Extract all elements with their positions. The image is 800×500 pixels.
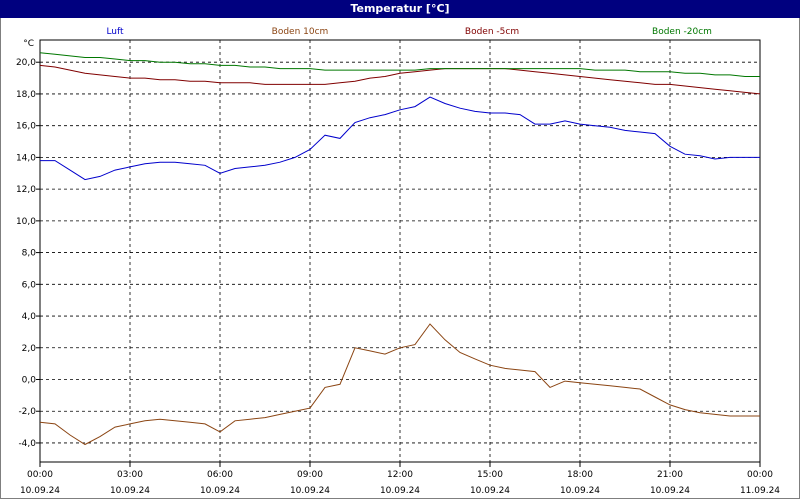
x-tick-date: 10.09.24 [110, 486, 150, 496]
legend-item: Luft [106, 27, 124, 37]
legend-item: Boden 10cm [272, 27, 329, 37]
y-tick-label: 6,0 [22, 280, 37, 290]
x-tick-time: 21:00 [657, 470, 683, 480]
y-tick-label: 10,0 [16, 217, 36, 227]
y-tick-label: 12,0 [16, 185, 36, 195]
y-tick-label: 2,0 [22, 344, 37, 354]
y-tick-label: -4,0 [18, 439, 36, 449]
x-tick-time: 00:00 [747, 470, 773, 480]
series-line [39, 52, 760, 77]
axes: °C 20,0 18,0 16,0 14,0 12,0 10,0 8,0 6,0 4,0 2,0 0,… [16, 39, 780, 496]
legend-item: Boden -20cm [652, 27, 712, 37]
x-tick-time: 06:00 [207, 470, 233, 480]
x-tick-date: 10.09.24 [560, 486, 600, 496]
y-tick-label: 0,0 [22, 376, 37, 386]
y-tick-label: 16,0 [16, 122, 36, 132]
x-tick-time: 18:00 [567, 470, 593, 480]
x-tick-time: 03:00 [117, 470, 143, 480]
y-tick-label: 18,0 [16, 90, 36, 100]
y-tick-label: -2,0 [18, 407, 36, 417]
x-tick-date: 10.09.24 [200, 486, 240, 496]
x-tick-date: 10.09.24 [380, 486, 420, 496]
y-tick-label: 14,0 [16, 153, 36, 163]
y-tick-label: 4,0 [22, 312, 37, 322]
series-line [40, 96, 760, 181]
y-tick-label: 8,0 [22, 249, 37, 259]
series-line [39, 64, 761, 95]
x-tick-date: 10.09.24 [20, 486, 60, 496]
y-axis-unit: °C [23, 39, 34, 49]
legend: Luft Boden 10cm Boden -5cm Boden -20cm [106, 27, 712, 37]
x-tick-date: 10.09.24 [650, 486, 690, 496]
series-lines [39, 52, 761, 446]
x-tick-time: 12:00 [387, 470, 413, 480]
series-line [39, 323, 760, 446]
chart-title: Temperatur [°C] [0, 0, 800, 18]
y-tick-label: 20,0 [16, 58, 36, 68]
x-tick-date: 10.09.24 [290, 486, 330, 496]
x-tick-time: 15:00 [477, 470, 503, 480]
x-tick-time: 09:00 [297, 470, 323, 480]
x-tick-date: 11.09.24 [740, 486, 780, 496]
x-tick-time: 00:00 [27, 470, 53, 480]
x-tick-date: 10.09.24 [470, 486, 510, 496]
grid [40, 40, 760, 462]
legend-item: Boden -5cm [465, 27, 519, 37]
